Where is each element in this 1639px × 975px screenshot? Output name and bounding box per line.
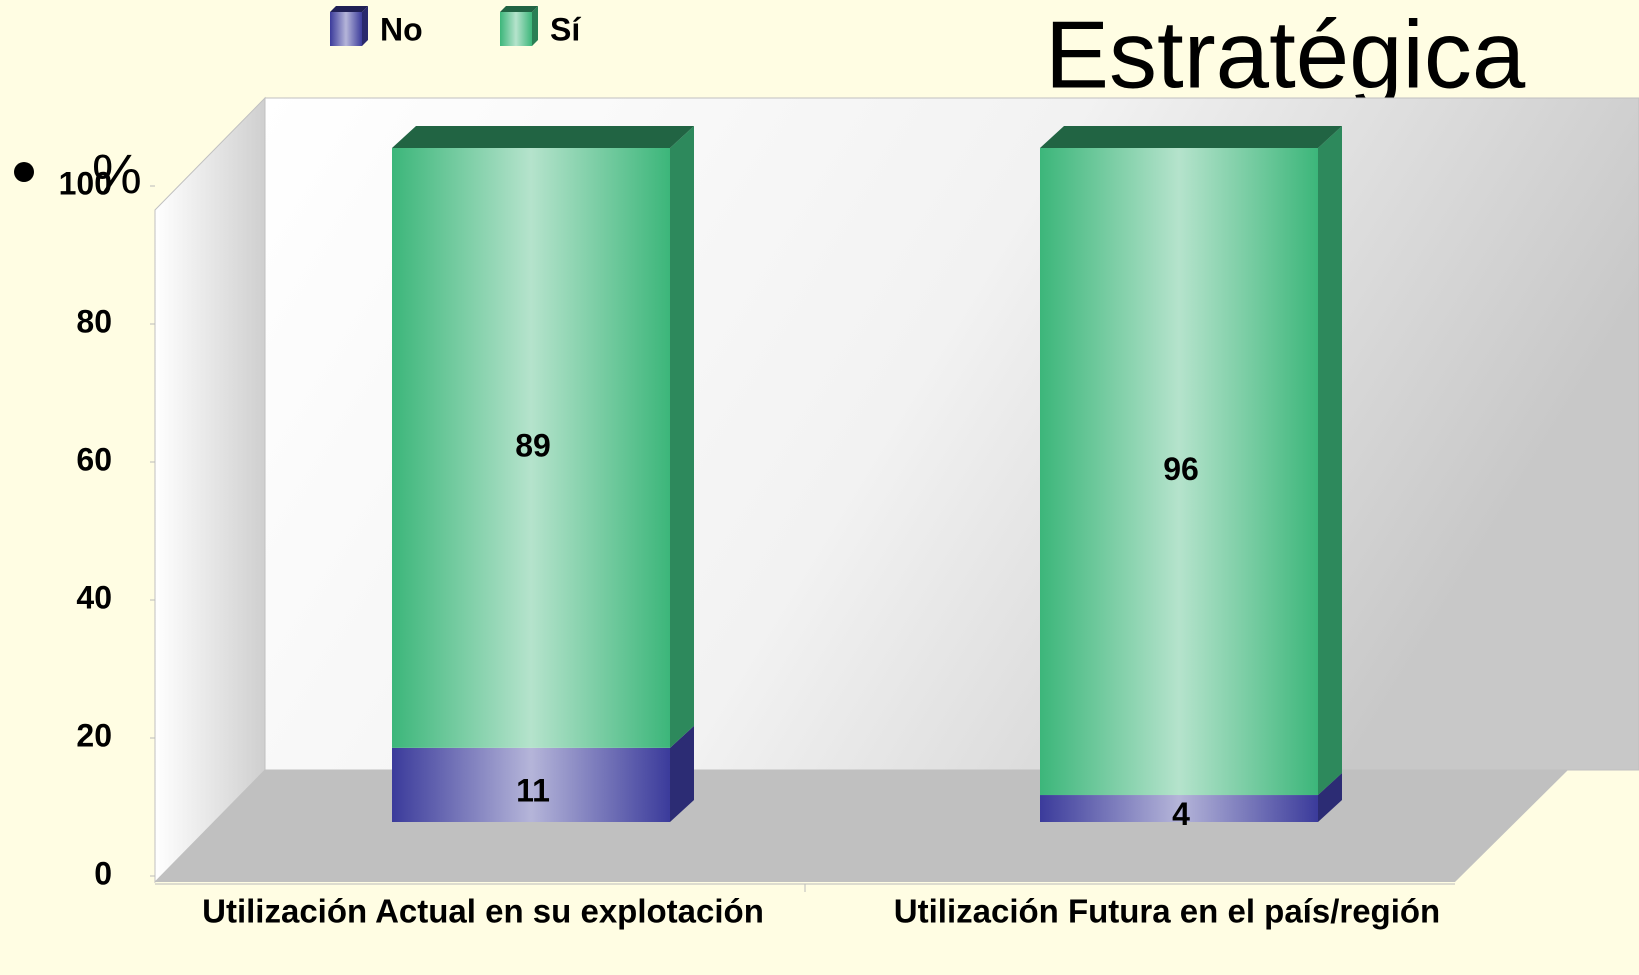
data-label: 89 (515, 427, 551, 463)
y-tick-label: 60 (76, 441, 112, 477)
y-tick-label: 20 (76, 717, 112, 753)
legend-swatch (500, 12, 532, 46)
bar (392, 747, 670, 822)
y-tick-label: 0 (94, 855, 112, 891)
bar-side (670, 126, 694, 748)
legend-swatch-top (500, 6, 538, 12)
bar-top (1040, 126, 1342, 148)
title: Estratégica (1045, 1, 1526, 108)
y-axis-label: % (92, 142, 142, 205)
data-label: 11 (516, 772, 550, 808)
legend-swatch-side (362, 6, 368, 46)
floor (155, 770, 1568, 882)
y-tick-label: 100 (59, 165, 112, 201)
legend-label: Sí (550, 11, 581, 47)
bar-side (1318, 773, 1342, 822)
bar-top (392, 126, 694, 148)
y-tick-label: 80 (76, 303, 112, 339)
bar-side (670, 725, 694, 822)
bar-side (1318, 126, 1342, 796)
legend-swatch-top (330, 6, 368, 12)
bar (392, 148, 670, 748)
y-tick-label: 40 (76, 579, 112, 615)
data-label: 4 (1172, 796, 1190, 832)
bullet (14, 162, 34, 182)
legend-swatch-side (532, 6, 538, 46)
bar (1040, 148, 1318, 796)
x-tick-label: Utilización Futura en el país/región (894, 893, 1440, 930)
bar (1040, 795, 1318, 822)
data-label: 96 (1163, 451, 1199, 487)
side-wall (154, 96, 266, 884)
legend-swatch (330, 12, 362, 46)
x-tick-label: Utilización Actual en su explotación (202, 893, 764, 930)
legend-label: No (380, 11, 423, 47)
